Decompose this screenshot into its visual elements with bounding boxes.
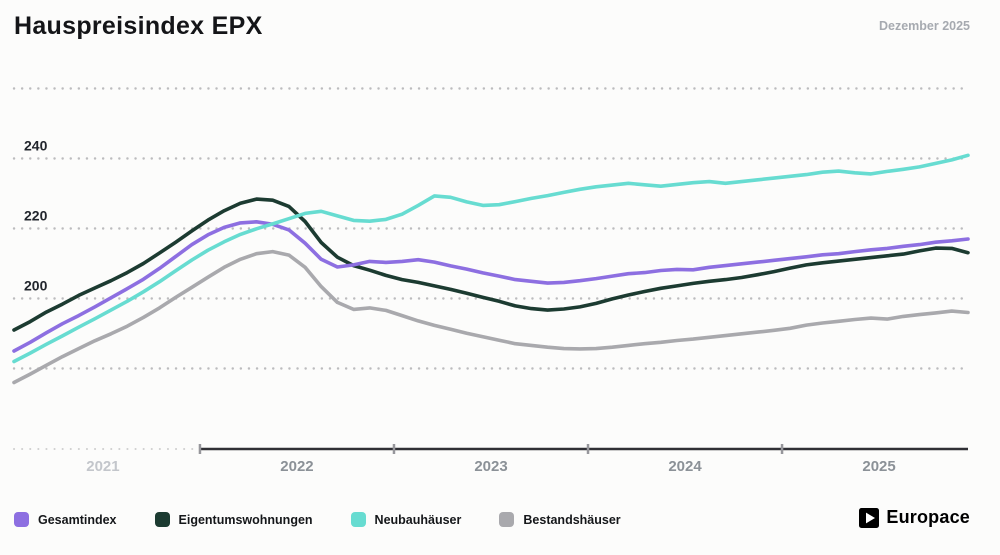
legend-label-gesamtindex: Gesamtindex bbox=[38, 512, 117, 527]
legend-item-gesamtindex: Gesamtindex bbox=[14, 512, 117, 527]
svg-text:2021: 2021 bbox=[86, 458, 119, 475]
svg-text:240: 240 bbox=[24, 138, 48, 154]
europace-logo-text: Europace bbox=[886, 507, 970, 527]
report-date: Dezember 2025 bbox=[878, 19, 970, 33]
svg-text:2022: 2022 bbox=[280, 458, 313, 475]
legend-label-eigentumswohnungen: Eigentumswohnungen bbox=[178, 512, 313, 527]
chart-canvas: 240 220 200 2021 2022 2023 2024 2025 bbox=[12, 87, 970, 475]
legend-item-eigentumswohnungen: Eigentumswohnungen bbox=[154, 512, 313, 527]
legend-item-neubauhaeuser: Neubauhäuser bbox=[350, 512, 462, 527]
legend-item-bestandshaeuser: Bestandshäuser bbox=[499, 512, 621, 527]
legend-swatch-neubauhaeuser bbox=[350, 512, 366, 527]
chart-legend: Gesamtindex Eigentumswohnungen Neubauhäu… bbox=[14, 512, 621, 527]
svg-text:2025: 2025 bbox=[862, 458, 895, 475]
svg-text:200: 200 bbox=[24, 278, 48, 294]
legend-swatch-gesamtindex bbox=[14, 512, 29, 527]
page-title: Hauspreisindex EPX bbox=[14, 12, 263, 40]
legend-label-neubauhaeuser: Neubauhäuser bbox=[374, 512, 462, 527]
legend-swatch-bestandshaeuser bbox=[499, 512, 515, 527]
svg-text:2024: 2024 bbox=[668, 458, 702, 475]
europace-logo: Europace bbox=[859, 507, 970, 528]
svg-text:2023: 2023 bbox=[474, 458, 507, 475]
legend-label-bestandshaeuser: Bestandshäuser bbox=[523, 512, 621, 527]
legend-swatch-eigentumswohnungen bbox=[154, 512, 170, 527]
svg-text:220: 220 bbox=[24, 208, 48, 224]
europace-logo-icon bbox=[859, 507, 880, 528]
